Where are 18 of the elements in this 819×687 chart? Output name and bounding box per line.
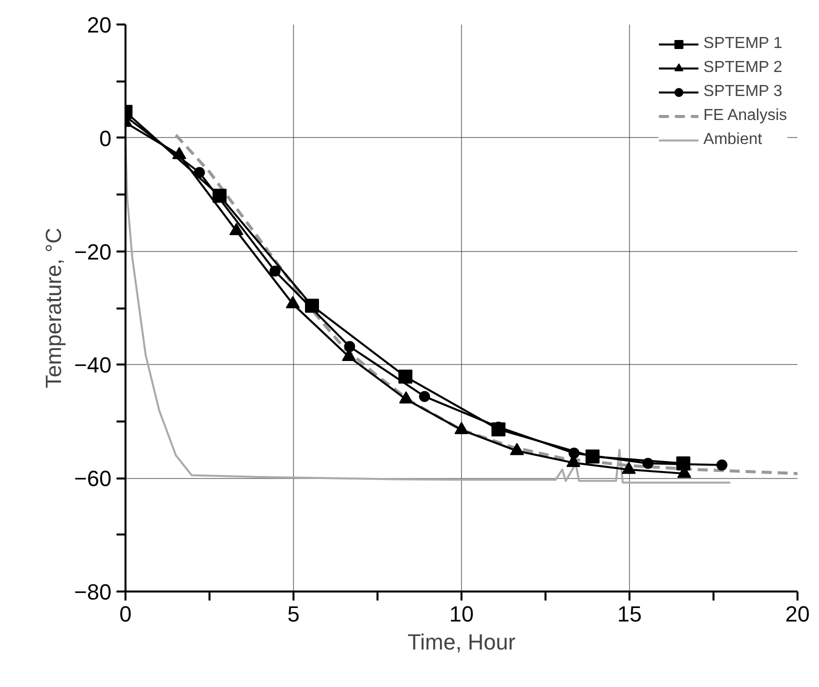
y-tick-label: 0 bbox=[99, 126, 112, 151]
x-tick-label: 15 bbox=[617, 602, 642, 626]
x-tick-label: 10 bbox=[449, 602, 474, 626]
legend-label: SPTEMP 2 bbox=[703, 59, 782, 77]
x-tick-label: 0 bbox=[119, 602, 132, 626]
y-axis-title: Temperature, °C bbox=[41, 228, 66, 388]
x-axis-title: Time, Hour bbox=[408, 630, 516, 654]
x-tick-label: 5 bbox=[287, 602, 300, 626]
y-tick-label: −80 bbox=[74, 580, 112, 604]
y-tick-label: 20 bbox=[87, 12, 112, 38]
x-tick-label: 20 bbox=[785, 602, 810, 626]
y-tick-label: −40 bbox=[74, 352, 112, 378]
y-tick-label: −60 bbox=[74, 466, 112, 492]
legend-label: Ambient bbox=[703, 131, 762, 149]
legend-label: SPTEMP 3 bbox=[703, 83, 782, 101]
legend-label: FE Analysis bbox=[703, 107, 787, 125]
y-tick-label: −20 bbox=[74, 239, 112, 264]
legend-label: SPTEMP 1 bbox=[703, 35, 782, 53]
